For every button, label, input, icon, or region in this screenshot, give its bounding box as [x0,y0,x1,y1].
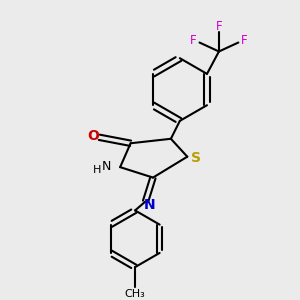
Text: F: F [216,20,222,33]
Text: S: S [191,151,201,165]
Text: N: N [102,160,111,173]
Text: F: F [190,34,197,46]
Text: CH₃: CH₃ [125,289,146,299]
Text: N: N [143,198,155,212]
Text: O: O [87,129,99,143]
Text: H: H [93,164,101,175]
Text: F: F [241,34,247,46]
